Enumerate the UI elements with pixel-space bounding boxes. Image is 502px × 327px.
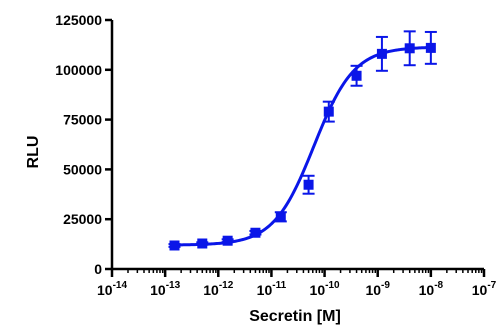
x-tick-base: 10 (97, 282, 113, 298)
y-axis-title: RLU (25, 136, 42, 169)
x-tick-exponent: -13 (166, 280, 181, 291)
data-point (222, 235, 233, 246)
data-point (303, 179, 314, 190)
y-tick-label: 100000 (55, 62, 102, 78)
x-tick-exponent: -10 (325, 280, 340, 291)
data-point (323, 106, 334, 117)
x-tick-label: 10-13 (150, 280, 180, 298)
y-tick-label: 75000 (63, 112, 102, 128)
data-point (250, 227, 261, 238)
x-axis-title: Secretin [M] (249, 308, 341, 325)
axes-layer (110, 20, 484, 271)
x-tick-exponent: -12 (219, 280, 234, 291)
x-tick-base: 10 (419, 282, 435, 298)
x-tick-base: 10 (150, 282, 166, 298)
data-point (169, 240, 180, 251)
x-tick-exponent: -9 (381, 280, 390, 291)
data-point (197, 238, 208, 249)
y-tick-label: 50000 (63, 161, 102, 177)
x-tick-base: 10 (310, 282, 326, 298)
x-tick-label: 10-9 (365, 280, 390, 298)
x-tick-label: 10-8 (419, 280, 444, 298)
data-point (404, 43, 415, 54)
x-tick-label: 10-11 (257, 280, 287, 298)
data-point (275, 211, 286, 222)
x-tick-base: 10 (257, 282, 273, 298)
fit-curve (174, 45, 431, 247)
y-ticks: 0 25000 50000 75000 100000 125000 (55, 12, 112, 277)
x-tick-base: 10 (203, 282, 219, 298)
x-tick-label: 10-14 (97, 280, 127, 298)
x-tick-base: 10 (472, 282, 488, 298)
y-tick-label: 0 (94, 261, 102, 277)
data-point (376, 48, 387, 59)
y-tick-label: 25000 (63, 211, 102, 227)
x-tick-label: 10-7 (472, 280, 497, 298)
x-tick-label: 10-10 (310, 280, 340, 298)
x-ticks: 10-14 10-13 10-12 10-11 10-10 10-9 10-8 10-7 (97, 269, 497, 298)
x-tick-exponent: -11 (272, 280, 286, 291)
y-tick-label: 125000 (55, 12, 102, 28)
data-point (351, 70, 362, 81)
plot-layer (168, 30, 437, 251)
x-tick-label: 10-12 (203, 280, 233, 298)
x-tick-exponent: -14 (113, 280, 128, 291)
data-point (425, 42, 436, 53)
x-tick-exponent: -8 (434, 280, 443, 291)
x-tick-base: 10 (365, 282, 381, 298)
x-tick-exponent: -7 (487, 280, 496, 291)
